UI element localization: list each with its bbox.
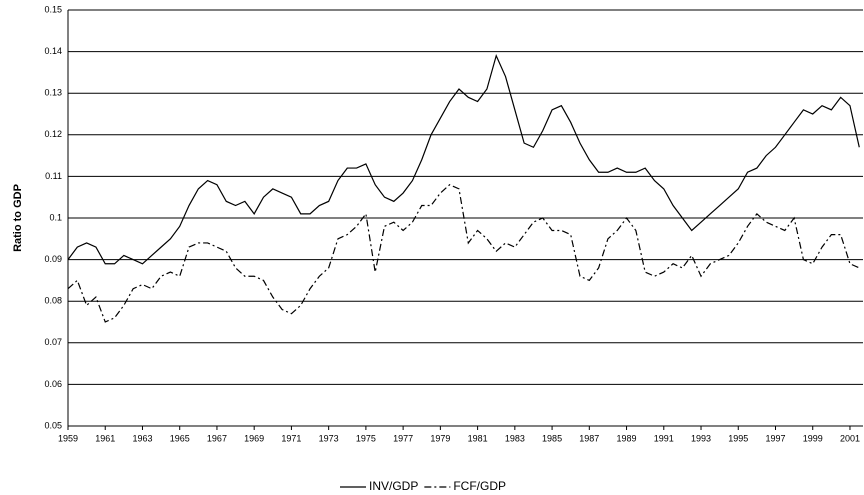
y-tick-label: 0.14 [44,46,62,56]
x-tick-label: 1989 [617,433,637,443]
x-tick-label: 1969 [244,433,264,443]
x-tick-label: 1971 [281,433,301,443]
y-tick-label: 0.05 [44,420,62,430]
x-tick-label: 1967 [207,433,227,443]
y-tick-label: 0.08 [44,296,62,306]
x-tick-label: 1973 [319,433,339,443]
legend-label: INV/GDP [369,479,418,493]
legend-label: FCF/GDP [453,479,506,493]
data-line [67,53,860,265]
y-tick-label: 0.09 [44,254,62,264]
y-tick-label: 0.12 [44,129,62,139]
x-tick-label: 1959 [58,433,78,443]
x-tick-label: 1999 [803,433,823,443]
x-tick-label: 1997 [765,433,785,443]
x-tick-label: 1991 [654,433,674,443]
x-tick-label: 1961 [95,433,115,443]
x-tick-label: 1963 [132,433,152,443]
y-tick-label: 0.15 [44,4,62,14]
x-tick-label: 1981 [468,433,488,443]
x-tick-label: 1965 [170,433,190,443]
y-axis-label: Ratio to GDP [12,184,24,252]
y-tick-label: 0.11 [45,171,62,181]
x-tick-label: 1975 [356,433,376,443]
x-tick-label: 1985 [542,433,562,443]
x-tick-label: 2001 [840,433,860,443]
x-tick-label: 1977 [393,433,413,443]
x-tick-label: 1987 [579,433,599,443]
data-line [67,184,860,323]
y-tick-label: 0.1 [49,212,62,222]
y-tick-label: 0.13 [44,88,62,98]
y-tick-label: 0.07 [44,337,62,347]
x-tick-label: 1993 [691,433,711,443]
x-tick-label: 1979 [430,433,450,443]
x-tick-label: 1983 [505,433,525,443]
y-tick-label: 0.06 [44,379,62,389]
x-tick-label: 1995 [728,433,748,443]
